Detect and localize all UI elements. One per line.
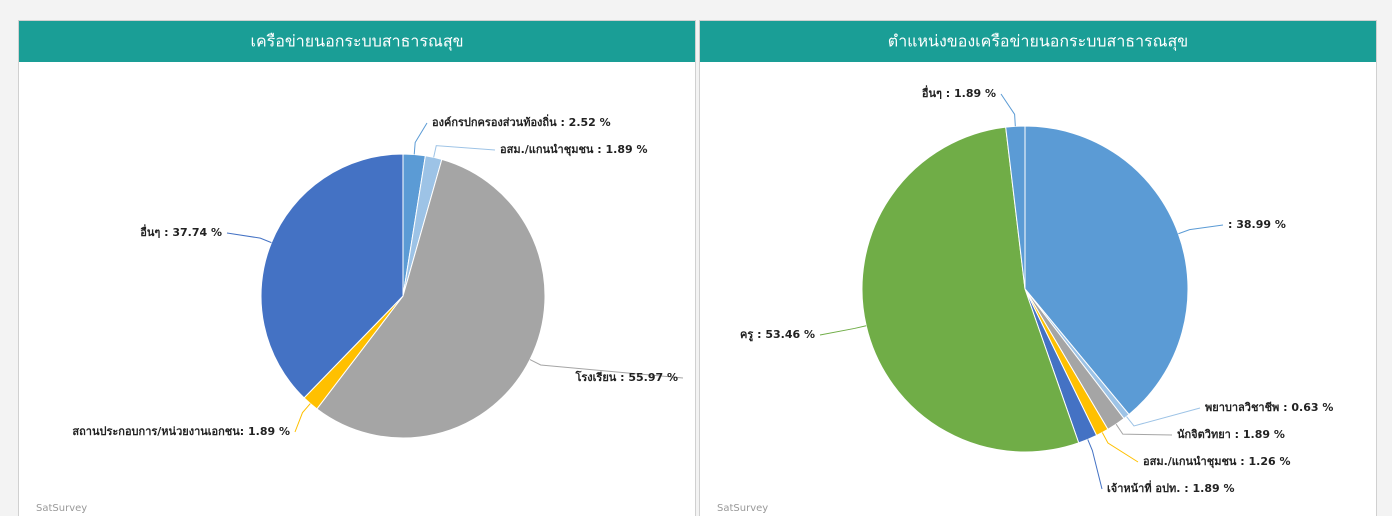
leader-line [1000, 93, 1016, 127]
leader-line [1178, 224, 1224, 235]
data-label: องค์กรปกครองส่วนท้องถิ่น : 2.52 % [432, 114, 611, 129]
data-label: ครู : 53.46 % [740, 328, 815, 342]
leader-line [294, 403, 311, 433]
panel-title: ตำแหน่งของเครือข่ายนอกระบบสาธารณสุข [888, 32, 1188, 52]
data-label: อสม./แกนนำชุมชน : 1.89 % [500, 143, 648, 157]
data-label: นักจิตวิทยา : 1.89 % [1177, 428, 1285, 441]
panel-title: เครือข่ายนอกระบบสาธารณสุข [250, 32, 463, 52]
panel-header [19, 21, 695, 62]
data-label: อสม./แกนนำชุมชน : 1.26 % [1143, 455, 1291, 469]
source: SatSurvey [36, 503, 87, 514]
data-label: : 38.99 % [1228, 218, 1286, 231]
pie-slice [260, 153, 404, 399]
pie-slice [1005, 125, 1026, 290]
leader-line [1101, 432, 1139, 463]
leader-line [1115, 423, 1173, 436]
pie-slice [316, 158, 546, 439]
data-label: สถานประกอบการ/หน่วยงานเอกชน: 1.89 % [72, 425, 290, 438]
data-label: โรงเรียน : 55.97 % [574, 370, 678, 384]
leader-line [1087, 439, 1103, 490]
data-label: พยาบาลวิชาชีพ : 0.63 % [1205, 401, 1333, 414]
leader-line [433, 145, 496, 158]
panel-header [700, 21, 1376, 62]
leader-line [226, 232, 272, 244]
leader-line [1126, 407, 1201, 427]
data-label: อื่นๆ : 1.89 % [922, 85, 996, 100]
data-label: เจ้าหน้าที่ อปท. : 1.89 % [1107, 480, 1234, 495]
leader-line [529, 359, 684, 379]
leader-line [819, 325, 867, 336]
source: SatSurvey [717, 503, 768, 514]
data-label: อื่นๆ : 37.74 % [140, 224, 222, 239]
leader-line [413, 122, 428, 155]
